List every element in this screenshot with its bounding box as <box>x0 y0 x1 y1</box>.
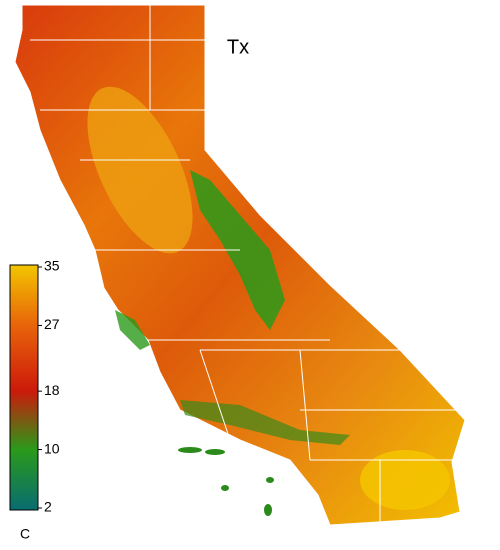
colorbar-tick-label: 18 <box>44 382 60 398</box>
county-lines <box>30 5 465 525</box>
central-valley <box>87 86 193 254</box>
colorbar-tick-label: 2 <box>44 499 52 515</box>
colorbar-tick-label: 10 <box>44 440 60 456</box>
map-title: Tx <box>227 36 249 58</box>
channel-islands <box>178 447 274 516</box>
colorbar-unit: C <box>20 526 30 542</box>
desert <box>360 450 450 510</box>
coast-range-green <box>115 310 150 350</box>
colorbar-scale <box>9 264 39 511</box>
colorbar-tick-label: 27 <box>44 316 60 332</box>
california-map <box>14 4 466 526</box>
colorbar: C 35 27 18 10 2 <box>9 258 60 542</box>
colorbar-tick-label: 35 <box>44 258 60 274</box>
